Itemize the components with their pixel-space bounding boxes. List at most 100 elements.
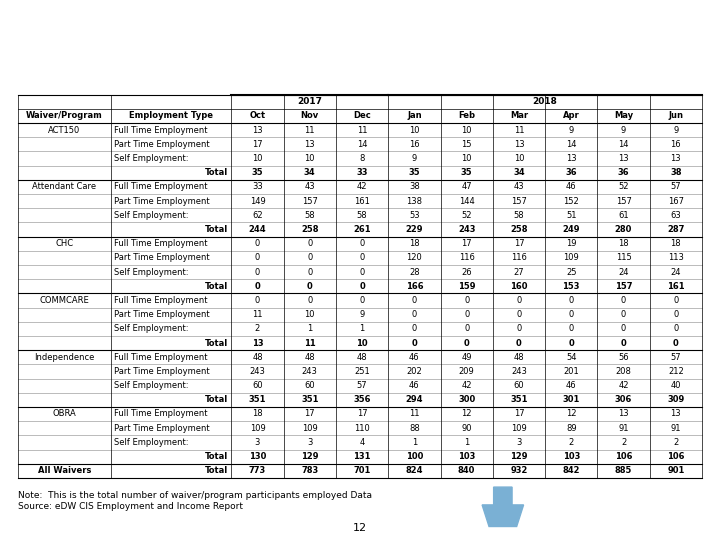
Text: Dec: Dec [354, 111, 371, 120]
Text: 351: 351 [248, 395, 266, 404]
Text: 249: 249 [562, 225, 580, 234]
Text: 11: 11 [357, 125, 367, 134]
Text: 8: 8 [359, 154, 365, 163]
Text: 46: 46 [566, 183, 577, 191]
Text: 47: 47 [462, 183, 472, 191]
Text: 243: 243 [458, 225, 475, 234]
Text: 48: 48 [305, 353, 315, 362]
Text: 13: 13 [252, 339, 264, 348]
Text: 19: 19 [566, 239, 577, 248]
Text: 35: 35 [461, 168, 472, 177]
Text: 14: 14 [357, 140, 367, 149]
Text: 62: 62 [252, 211, 263, 220]
Text: 251: 251 [354, 367, 370, 376]
Text: 0: 0 [255, 253, 260, 262]
Text: 34: 34 [513, 168, 525, 177]
Text: 116: 116 [511, 253, 527, 262]
Text: Full Time Employment: Full Time Employment [114, 125, 207, 134]
Text: 120: 120 [407, 253, 422, 262]
Text: 58: 58 [356, 211, 367, 220]
Text: 13: 13 [252, 125, 263, 134]
Text: 11: 11 [513, 125, 524, 134]
Text: 48: 48 [356, 353, 367, 362]
Text: Jun: Jun [668, 111, 683, 120]
Text: 0: 0 [255, 267, 260, 276]
Text: 0: 0 [412, 325, 417, 333]
Text: 11: 11 [409, 409, 420, 418]
Text: 58: 58 [513, 211, 524, 220]
Text: 0: 0 [359, 253, 365, 262]
Text: 0: 0 [359, 296, 365, 305]
Text: 43: 43 [305, 183, 315, 191]
Text: 17: 17 [513, 409, 524, 418]
Text: 42: 42 [618, 381, 629, 390]
Text: 160: 160 [510, 282, 528, 291]
Text: 48: 48 [513, 353, 524, 362]
Text: 1: 1 [412, 438, 417, 447]
Text: 229: 229 [405, 225, 423, 234]
Text: 109: 109 [511, 424, 527, 433]
Text: 12: 12 [353, 523, 367, 533]
Text: 35: 35 [408, 168, 420, 177]
Text: 10: 10 [356, 339, 368, 348]
Text: 0: 0 [516, 325, 521, 333]
Text: 103: 103 [458, 452, 475, 461]
Text: Mar: Mar [510, 111, 528, 120]
Text: 17: 17 [462, 239, 472, 248]
Text: Part Time Employment: Part Time Employment [114, 367, 210, 376]
Text: Full Time Employment: Full Time Employment [114, 353, 207, 362]
Text: 36: 36 [565, 168, 577, 177]
Text: 300: 300 [458, 395, 475, 404]
Text: 0: 0 [464, 339, 469, 348]
Text: 11: 11 [252, 310, 263, 319]
Text: 17: 17 [252, 140, 263, 149]
Text: 167: 167 [668, 197, 684, 206]
Text: 57: 57 [670, 183, 681, 191]
Text: 13: 13 [670, 154, 681, 163]
Text: Part Time Employment: Part Time Employment [114, 197, 210, 206]
Text: 27: 27 [513, 267, 524, 276]
Text: 0: 0 [673, 325, 678, 333]
Text: 60: 60 [252, 381, 263, 390]
Text: 0: 0 [412, 339, 417, 348]
Text: Total: Total [205, 282, 228, 291]
Text: 35: 35 [252, 168, 264, 177]
Text: 18: 18 [409, 239, 420, 248]
Polygon shape [482, 487, 523, 526]
Text: OBRA: OBRA [53, 409, 76, 418]
Text: 18: 18 [252, 409, 263, 418]
Text: 701: 701 [354, 467, 371, 475]
Text: 33: 33 [356, 168, 368, 177]
Text: Total: Total [205, 395, 228, 404]
Text: pennsylvania: pennsylvania [550, 494, 654, 508]
Text: 161: 161 [354, 197, 370, 206]
Text: Total: Total [205, 168, 228, 177]
Text: 11: 11 [304, 339, 315, 348]
Text: 103: 103 [562, 452, 580, 461]
Text: 15: 15 [462, 140, 472, 149]
Text: 89: 89 [566, 424, 577, 433]
Text: 306: 306 [615, 395, 632, 404]
Text: 0: 0 [621, 339, 626, 348]
Text: Self Employment:: Self Employment: [114, 438, 188, 447]
Text: Part Time Employment: Part Time Employment [114, 310, 210, 319]
Text: 9: 9 [621, 125, 626, 134]
Text: 201: 201 [563, 367, 579, 376]
Text: Employment: Employment [49, 21, 253, 49]
Text: 116: 116 [459, 253, 474, 262]
Text: 36: 36 [618, 168, 629, 177]
Text: 109: 109 [563, 253, 579, 262]
Text: Part Time Employment: Part Time Employment [114, 424, 210, 433]
Text: 0: 0 [359, 282, 365, 291]
Text: 53: 53 [409, 211, 420, 220]
Text: COMMCARE: COMMCARE [40, 296, 89, 305]
Text: 106: 106 [615, 452, 632, 461]
Text: 13: 13 [566, 154, 577, 163]
Text: 42: 42 [357, 183, 367, 191]
Text: 138: 138 [406, 197, 423, 206]
Text: 11: 11 [305, 125, 315, 134]
Text: 40: 40 [670, 381, 681, 390]
Text: 13: 13 [670, 409, 681, 418]
Text: 0: 0 [307, 239, 312, 248]
Text: 1: 1 [359, 325, 365, 333]
